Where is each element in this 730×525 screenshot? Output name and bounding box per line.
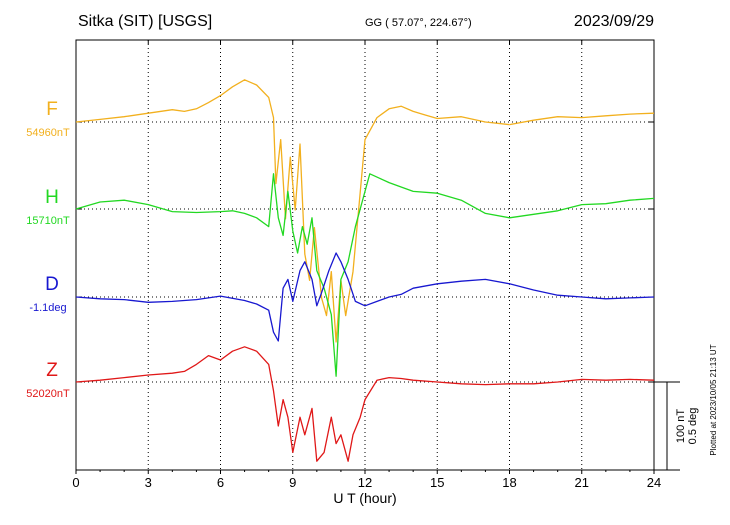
series-name-D: D: [45, 274, 59, 295]
x-tick-label: 6: [217, 475, 224, 490]
grid-lines: [147, 40, 583, 470]
series-name-H: H: [45, 187, 59, 208]
series-baseline-Z: 52020nT: [26, 388, 70, 400]
x-tick-label: 15: [430, 475, 444, 490]
series-line-F: [75, 79, 655, 343]
series-line-Z: [75, 346, 655, 462]
x-tick-label: 0: [72, 475, 79, 490]
series-baseline-D: -1.1deg: [29, 302, 66, 314]
x-tick-label: 18: [502, 475, 516, 490]
series-baseline-F: 54960nT: [26, 127, 70, 139]
x-axis-ticks: 0 3 6 9 12 15 18 21 24: [72, 40, 661, 490]
x-tick-label: 3: [145, 475, 152, 490]
plotted-timestamp: Plotted at 2023/10/05 21:13 UT: [709, 344, 718, 455]
series-lines: [75, 79, 655, 462]
series-name-F: F: [46, 99, 58, 120]
x-axis-label: U T (hour): [333, 490, 396, 506]
x-tick-label: 21: [575, 475, 589, 490]
series-line-H: [75, 173, 655, 377]
series-line-D: [75, 252, 655, 342]
baselines: [76, 121, 654, 383]
scale-bar: 100 nT 0.5 deg: [654, 381, 699, 471]
x-tick-label: 24: [647, 475, 661, 490]
x-tick-label: 9: [289, 475, 296, 490]
series-name-Z: Z: [46, 360, 58, 381]
coordinates-label: GG ( 57.07°, 224.67°): [365, 17, 472, 29]
scale-label-deg: 0.5 deg: [687, 408, 699, 445]
series-baseline-H: 15710nT: [26, 215, 70, 227]
x-tick-label: 12: [358, 475, 372, 490]
scale-label-nt: 100 nT: [675, 409, 687, 444]
station-title: Sitka (SIT) [USGS]: [78, 13, 212, 30]
series-labels: F 54960nT H 15710nT D -1.1deg Z 52020nT: [26, 99, 70, 400]
date-label: 2023/09/29: [574, 13, 654, 30]
